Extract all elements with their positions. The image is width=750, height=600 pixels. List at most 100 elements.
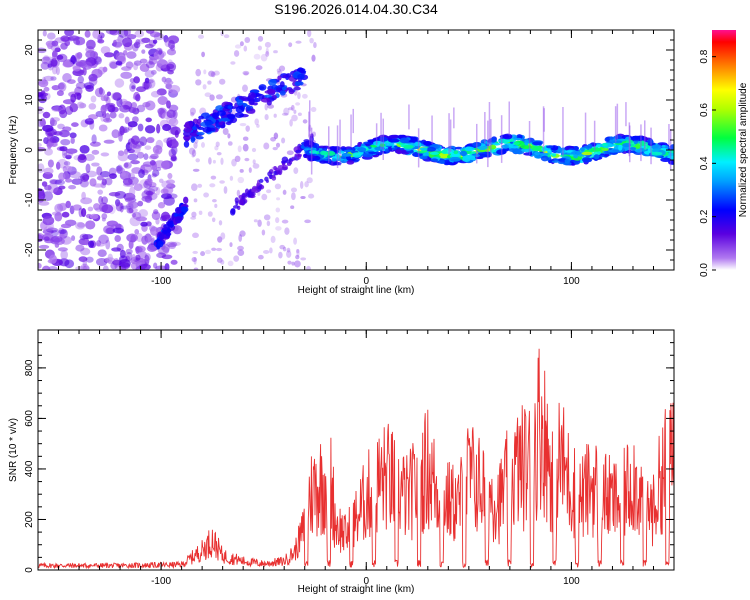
- heatmap-cell: [290, 205, 295, 209]
- heatmap-cell: [388, 134, 401, 139]
- heatmap-cell: [275, 87, 282, 92]
- heatmap-cell: [257, 219, 262, 227]
- heatmap-cell: [77, 75, 85, 84]
- heatmap-cell: [209, 94, 215, 101]
- heatmap-cell: [227, 141, 233, 146]
- heatmap-cell: [297, 153, 302, 158]
- heatmap-cell: [298, 68, 304, 74]
- heatmap-cell: [170, 241, 181, 246]
- heatmap-cell: [220, 157, 224, 165]
- heatmap-cell: [147, 78, 156, 89]
- heatmap-cell: [278, 65, 286, 72]
- heatmap-cell: [89, 141, 101, 147]
- heatmap-cell: [102, 104, 111, 111]
- heatmap-streak: [669, 129, 672, 170]
- heatmap-cell: [80, 263, 90, 270]
- heatmap-cell: [38, 262, 42, 269]
- heatmap-cell: [252, 163, 260, 169]
- heatmap-streak: [562, 107, 564, 157]
- heatmap-cell: [38, 163, 45, 173]
- heatmap-cell: [195, 135, 204, 140]
- heatmap-cell: [166, 109, 176, 119]
- heatmap-cell: [112, 227, 125, 234]
- heatmap-cell: [297, 92, 301, 100]
- heatmap-cell: [149, 160, 156, 166]
- heatmap-cell: [307, 30, 312, 38]
- heatmap-cell: [295, 248, 300, 254]
- heatmap-cell: [91, 162, 100, 167]
- heatmap-cell: [124, 197, 137, 203]
- heatmap-cell: [236, 99, 244, 106]
- heatmap-cell: [268, 79, 277, 86]
- heatmap-cell: [532, 145, 541, 152]
- heatmap-cell: [189, 107, 196, 116]
- heatmap-cell: [249, 98, 255, 105]
- heatmap-cell: [288, 88, 295, 95]
- heatmap-cell: [161, 76, 167, 83]
- heatmap-cell: [38, 146, 46, 152]
- heatmap-cell: [38, 79, 49, 88]
- heatmap-cell: [242, 136, 249, 141]
- heatmap-streak: [417, 128, 420, 168]
- heatmap-cell: [54, 212, 63, 222]
- heatmap-streak: [508, 101, 510, 135]
- heatmap-cell: [593, 154, 600, 160]
- heatmap-cell: [281, 137, 286, 144]
- heatmap-cell: [140, 221, 148, 227]
- heatmap-cell: [249, 191, 256, 197]
- heatmap-streak: [310, 127, 313, 175]
- heatmap-cell: [265, 47, 269, 55]
- heatmap-cell: [51, 106, 63, 113]
- heatmap-cell: [161, 193, 172, 200]
- heatmap-cell: [166, 228, 172, 233]
- heatmap-cell: [237, 145, 242, 153]
- heatmap-cell: [155, 139, 164, 150]
- heatmap-cell: [47, 183, 59, 193]
- heatmap-cell: [67, 79, 76, 84]
- heatmap-cell: [58, 229, 67, 235]
- y-tick-label: 10: [24, 94, 35, 106]
- heatmap-cell: [293, 109, 297, 114]
- heatmap-cell: [114, 78, 125, 88]
- heatmap-cell: [244, 188, 250, 195]
- heatmap-cell: [88, 103, 97, 110]
- heatmap-cell: [61, 149, 68, 159]
- heatmap-cell: [127, 153, 139, 161]
- heatmap-cell: [302, 119, 308, 124]
- heatmap-cell: [502, 133, 513, 140]
- heatmap-cell: [248, 92, 257, 99]
- heatmap-cell: [163, 80, 174, 86]
- heatmap-cell: [47, 159, 54, 168]
- heatmap-cell: [319, 160, 327, 164]
- heatmap-cell: [601, 148, 609, 152]
- heatmap-cell: [100, 104, 107, 115]
- heatmap-cell: [134, 30, 145, 38]
- heatmap-cell: [429, 151, 439, 155]
- heatmap-cell: [80, 173, 90, 182]
- heatmap-cell: [139, 58, 148, 64]
- heatmap-cell: [244, 36, 251, 44]
- heatmap-cell: [133, 60, 142, 66]
- heatmap-cell: [273, 132, 279, 140]
- heatmap-cell: [254, 118, 259, 126]
- heatmap-cell: [87, 206, 94, 212]
- heatmap-cell: [125, 61, 134, 69]
- heatmap-cell: [50, 76, 57, 81]
- heatmap-cell: [191, 257, 197, 262]
- heatmap-cell: [444, 161, 454, 165]
- heatmap-cell: [202, 126, 212, 133]
- heatmap-cell: [192, 232, 199, 239]
- heatmap-cell: [118, 113, 125, 119]
- heatmap-cell: [459, 150, 468, 157]
- heatmap-cell: [203, 69, 207, 75]
- heatmap-cell: [40, 61, 50, 70]
- heatmap-cell: [195, 158, 200, 163]
- heatmap-cell: [126, 51, 137, 59]
- heatmap-cell: [103, 117, 112, 123]
- heatmap-cell: [284, 159, 291, 164]
- heatmap-streak: [309, 100, 311, 146]
- heatmap-cell: [163, 35, 169, 43]
- heatmap-cell: [107, 105, 116, 113]
- heatmap-cell: [75, 244, 85, 252]
- heatmap-cell: [170, 259, 178, 265]
